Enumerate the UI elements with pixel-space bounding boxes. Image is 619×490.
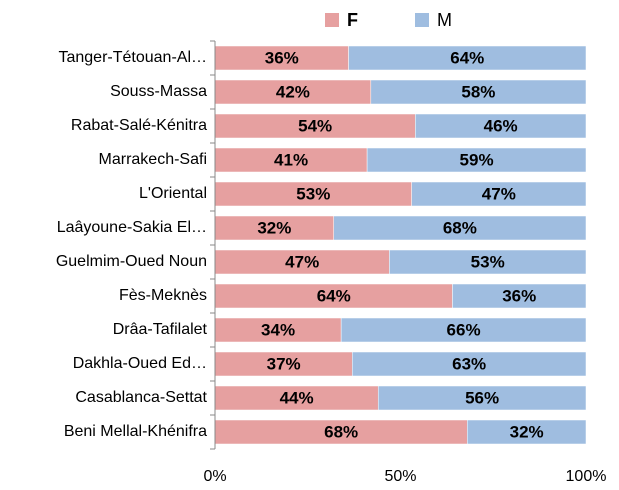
value-label: 68% [324, 422, 358, 441]
y-tick-label: L'Oriental [139, 185, 207, 202]
value-label: 64% [450, 48, 484, 67]
y-tick-label: Rabat-Salé-Kénitra [71, 117, 207, 134]
value-label: 53% [471, 252, 505, 271]
bar-segment [415, 113, 587, 139]
bar-segment [214, 79, 372, 105]
y-tick-label: Beni Mellal-Khénifra [64, 423, 207, 440]
x-tick-label: 50% [384, 468, 416, 485]
value-label: 32% [257, 218, 291, 237]
value-label: 56% [465, 388, 499, 407]
value-label: 41% [274, 150, 308, 169]
x-tick-label: 0% [203, 468, 226, 485]
bar-segment [389, 249, 587, 275]
legend-label: F [347, 10, 358, 30]
x-tick-label: 100% [566, 468, 607, 485]
value-label: 32% [510, 422, 544, 441]
bar-segment [366, 147, 587, 173]
bar-segment [348, 45, 587, 71]
value-label: 36% [502, 286, 536, 305]
bar-segment [370, 79, 587, 105]
value-label: 47% [285, 252, 319, 271]
legend-swatch [415, 13, 429, 27]
bar-segment [214, 45, 349, 71]
y-tick-label: Souss-Massa [110, 83, 207, 100]
value-label: 46% [484, 116, 518, 135]
legend-label: M [437, 10, 452, 30]
bar-segment [214, 249, 390, 275]
bar-segment [214, 385, 379, 411]
legend-swatch [325, 13, 339, 27]
value-label: 44% [280, 388, 314, 407]
y-tick-label: Guelmim-Oued Noun [56, 253, 207, 270]
y-tick-label: Laâyoune-Sakia El… [57, 219, 207, 236]
y-tick-label: Casablanca-Settat [75, 389, 207, 406]
bar-segment [377, 385, 587, 411]
y-tick-label: Marrakech-Safi [99, 151, 207, 168]
value-label: 42% [276, 82, 310, 101]
bar-segment [411, 181, 587, 207]
value-label: 63% [452, 354, 486, 373]
value-label: 58% [461, 82, 495, 101]
y-tick-label: Drâa-Tafilalet [113, 321, 208, 338]
y-tick-label: Dakhla-Oued Ed… [73, 355, 207, 372]
bar-segment [340, 317, 587, 343]
bar-segment [214, 419, 468, 445]
value-label: 36% [265, 48, 299, 67]
value-label: 68% [443, 218, 477, 237]
value-label: 34% [261, 320, 295, 339]
value-label: 54% [298, 116, 332, 135]
bar-segment [467, 419, 587, 445]
y-tick-label: Fès-Meknès [119, 287, 207, 304]
value-label: 59% [460, 150, 494, 169]
value-label: 37% [267, 354, 301, 373]
bar-segment [352, 351, 587, 377]
bar-segment [214, 113, 416, 139]
bar-segment [214, 317, 342, 343]
bar-segment [214, 147, 368, 173]
bar-segment [333, 215, 587, 241]
value-label: 53% [296, 184, 330, 203]
value-label: 64% [317, 286, 351, 305]
value-label: 47% [482, 184, 516, 203]
value-label: 66% [447, 320, 481, 339]
bar-segment [214, 351, 353, 377]
bar-segment [214, 283, 453, 309]
bar-segment [452, 283, 587, 309]
y-tick-label: Tanger-Tétouan-Al… [58, 49, 207, 66]
